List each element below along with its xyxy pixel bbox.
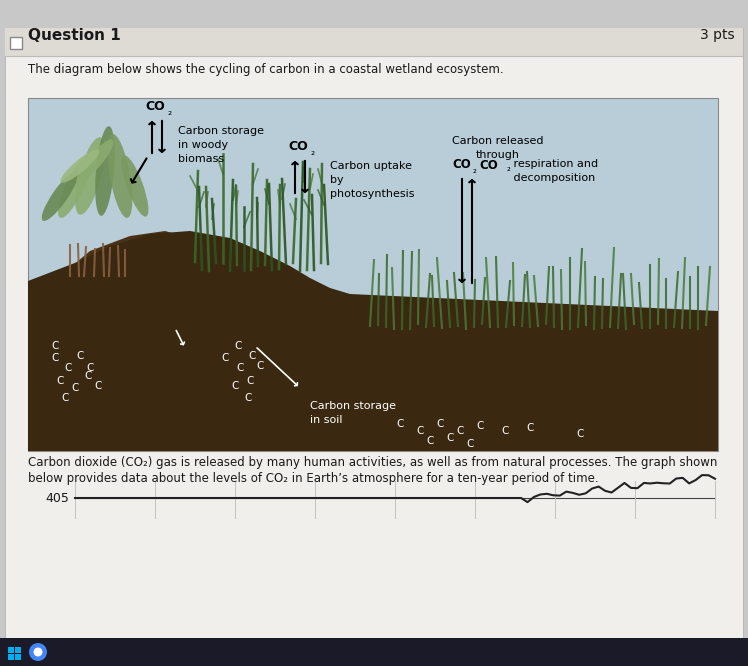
Text: C: C	[447, 433, 454, 443]
Bar	[8, 654, 14, 660]
Text: C: C	[456, 426, 464, 436]
Text: C: C	[248, 351, 256, 361]
Text: CO: CO	[453, 158, 471, 171]
Text: C: C	[396, 419, 404, 429]
Text: ₂: ₂	[167, 107, 171, 117]
Polygon shape	[330, 316, 718, 451]
Text: C: C	[64, 363, 72, 373]
Text: Question 1: Question 1	[28, 27, 120, 43]
Bar	[5, 28, 743, 56]
Circle shape	[29, 643, 47, 661]
Text: C: C	[85, 371, 92, 381]
Text: Carbon uptake
by
photosynthesis: Carbon uptake by photosynthesis	[330, 161, 414, 199]
Text: C: C	[426, 436, 434, 446]
Text: The diagram below shows the cycling of carbon in a coastal wetland ecosystem.: The diagram below shows the cycling of c…	[28, 63, 503, 76]
Text: C: C	[52, 341, 58, 351]
Ellipse shape	[61, 149, 99, 182]
Text: C: C	[94, 381, 102, 391]
Text: C: C	[245, 393, 251, 403]
Text: ₂: ₂	[473, 165, 477, 175]
Text: Carbon dioxide (CO₂) gas is released by many human activities, as well as from n: Carbon dioxide (CO₂) gas is released by …	[28, 456, 717, 469]
Text: C: C	[257, 361, 264, 371]
Text: C: C	[466, 439, 473, 449]
Ellipse shape	[122, 155, 148, 216]
Text: 3 pts: 3 pts	[700, 28, 735, 42]
Bar	[8, 647, 14, 653]
Text: C: C	[417, 426, 423, 436]
FancyBboxPatch shape	[10, 37, 22, 49]
Text: C: C	[76, 351, 84, 361]
Text: C: C	[52, 353, 58, 363]
Bar	[28, 98, 718, 451]
Text: C: C	[56, 376, 64, 386]
Ellipse shape	[75, 137, 105, 214]
Text: ₂: ₂	[507, 163, 511, 173]
Text: C: C	[476, 421, 484, 431]
Text: C: C	[231, 381, 239, 391]
Bar	[15, 654, 21, 660]
Text: C: C	[86, 363, 94, 373]
Text: C: C	[221, 353, 229, 363]
Text: C: C	[576, 429, 583, 439]
Polygon shape	[28, 231, 718, 451]
Text: C: C	[246, 376, 254, 386]
Text: 405: 405	[45, 492, 69, 505]
Text: C: C	[436, 419, 444, 429]
Text: CO: CO	[288, 140, 308, 153]
Text: Carbon released
through: Carbon released through	[453, 136, 544, 160]
Text: C: C	[501, 426, 509, 436]
Text: C: C	[234, 341, 242, 351]
Text: Carbon storage
in woody
biomass: Carbon storage in woody biomass	[178, 126, 264, 164]
Text: CO: CO	[145, 100, 165, 113]
Ellipse shape	[42, 171, 79, 221]
Bar	[15, 647, 21, 653]
Ellipse shape	[58, 154, 92, 218]
Text: C: C	[236, 363, 244, 373]
Ellipse shape	[76, 139, 114, 182]
Text: CO: CO	[479, 159, 498, 172]
Text: C: C	[61, 393, 69, 403]
Text: ₂: ₂	[310, 147, 314, 157]
Text: C: C	[527, 423, 533, 433]
Ellipse shape	[95, 126, 114, 216]
Text: Carbon storage
in soil: Carbon storage in soil	[310, 401, 396, 425]
Text: C: C	[71, 383, 79, 393]
Bar	[0, 638, 748, 666]
Text: below provides data about the levels of CO₂ in Earth’s atmosphere for a ten-year: below provides data about the levels of …	[28, 472, 598, 485]
Text: respiration and
 decomposition: respiration and decomposition	[510, 159, 598, 183]
Circle shape	[34, 647, 43, 657]
Ellipse shape	[108, 134, 132, 218]
Polygon shape	[28, 231, 718, 451]
